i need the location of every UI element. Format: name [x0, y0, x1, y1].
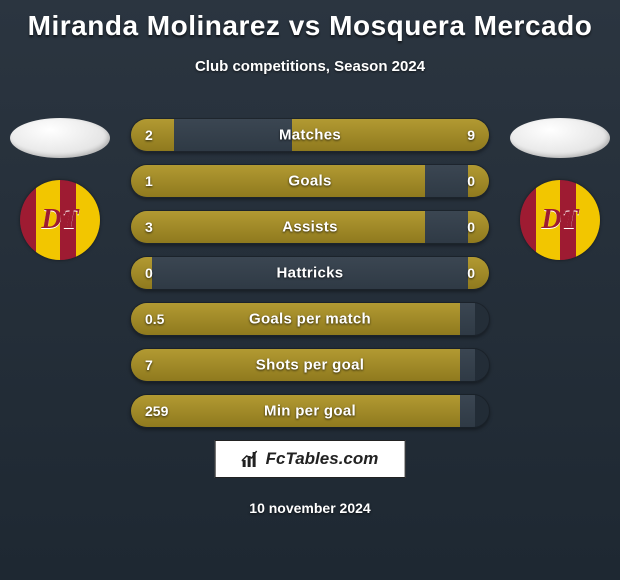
brand-badge[interactable]: FcTables.com	[215, 440, 406, 478]
stat-value-left: 7	[145, 357, 153, 373]
stat-row: 7 Shots per goal	[130, 348, 490, 382]
subtitle: Club competitions, Season 2024	[0, 58, 620, 75]
player-right-avatar	[510, 118, 610, 158]
stat-value-left: 2	[145, 127, 153, 143]
stat-label: Goals per match	[249, 311, 371, 328]
stat-label: Goals	[288, 173, 331, 190]
stat-label: Shots per goal	[256, 357, 364, 374]
stat-value-right: 9	[467, 127, 475, 143]
player-left-avatar	[10, 118, 110, 158]
stat-bar-left	[131, 165, 425, 197]
stat-row: 0 Hattricks 0	[130, 256, 490, 290]
stat-label: Min per goal	[264, 403, 356, 420]
stat-row: 259 Min per goal	[130, 394, 490, 428]
stat-row: 3 Assists 0	[130, 210, 490, 244]
stats-container: 2 Matches 9 1 Goals 0 3 Assists 0 0 Hattricks 0 0.5 G…	[130, 118, 490, 428]
stat-bar-left	[131, 211, 425, 243]
stat-value-right: 0	[467, 173, 475, 189]
date-label: 10 november 2024	[249, 500, 370, 516]
brand-label: FcTables.com	[266, 449, 379, 469]
stat-label: Hattricks	[277, 265, 344, 282]
stat-row: 2 Matches 9	[130, 118, 490, 152]
page-title: Miranda Molinarez vs Mosquera Mercado	[0, 0, 620, 42]
stat-value-left: 0	[145, 265, 153, 281]
stat-value-left: 259	[145, 403, 168, 419]
stat-row: 1 Goals 0	[130, 164, 490, 198]
stat-value-right: 0	[467, 219, 475, 235]
stat-value-left: 0.5	[145, 311, 164, 327]
stat-row: 0.5 Goals per match	[130, 302, 490, 336]
stat-value-right: 0	[467, 265, 475, 281]
player-right-club-logo: DT	[520, 180, 600, 260]
stat-value-left: 1	[145, 173, 153, 189]
stat-value-left: 3	[145, 219, 153, 235]
player-left-club-logo: DT	[20, 180, 100, 260]
chart-icon	[242, 450, 260, 468]
stat-label: Matches	[279, 127, 341, 144]
stat-label: Assists	[282, 219, 337, 236]
